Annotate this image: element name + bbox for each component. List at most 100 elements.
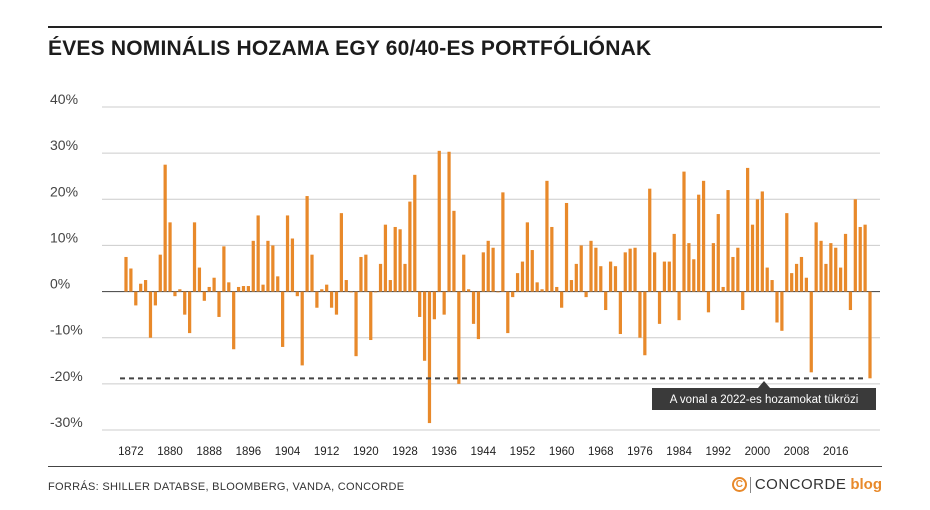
bar — [339, 213, 343, 292]
bar — [515, 273, 520, 292]
brand-suffix: blog — [850, 476, 882, 493]
bar — [770, 280, 774, 292]
bar — [300, 291, 304, 366]
bar — [677, 291, 681, 321]
annotation-pointer — [758, 381, 770, 388]
bar — [868, 291, 872, 379]
bar — [305, 196, 309, 292]
bar — [530, 250, 534, 292]
bar — [197, 267, 202, 292]
bar — [829, 243, 833, 292]
bar — [290, 238, 295, 292]
bar — [447, 151, 451, 292]
top-rule — [48, 26, 882, 28]
y-tick-label: 30% — [50, 137, 78, 153]
y-tick-label: 20% — [50, 183, 78, 199]
bar — [618, 291, 622, 335]
bar — [785, 213, 789, 292]
bar — [481, 252, 485, 292]
bar — [799, 256, 804, 292]
bar — [560, 291, 564, 308]
bar — [173, 291, 177, 297]
x-tick-label: 1968 — [588, 446, 614, 458]
bar — [202, 291, 206, 301]
bar — [746, 167, 750, 292]
y-tick-label: -10% — [50, 322, 83, 338]
bar — [804, 277, 808, 292]
bar — [682, 171, 686, 292]
x-tick-label: 1928 — [392, 446, 418, 458]
bar — [834, 247, 838, 292]
bar — [369, 291, 373, 341]
y-tick-label: 0% — [50, 276, 70, 292]
bar — [545, 180, 549, 292]
y-tick-label: 10% — [50, 229, 78, 245]
bar — [765, 267, 769, 292]
bar — [393, 226, 397, 292]
bar — [564, 202, 569, 292]
bar — [506, 291, 510, 334]
bar — [241, 286, 246, 292]
bar — [814, 222, 818, 292]
x-tick-label: 2008 — [784, 446, 810, 458]
bar — [511, 291, 515, 298]
bar — [124, 256, 128, 292]
bar — [574, 263, 578, 292]
x-tick-label: 1992 — [705, 446, 731, 458]
bar — [462, 254, 466, 292]
bar — [349, 291, 353, 293]
bar — [432, 291, 436, 320]
bar — [809, 291, 813, 373]
bar — [569, 280, 574, 292]
bar — [418, 291, 422, 317]
bar — [222, 246, 226, 292]
bar — [251, 240, 255, 292]
bar — [599, 266, 603, 292]
bar — [657, 291, 662, 324]
bar — [295, 291, 299, 297]
bottom-rule — [48, 466, 882, 467]
bar — [192, 222, 197, 292]
bar — [843, 233, 848, 292]
bar — [721, 286, 725, 292]
x-tick-label: 1984 — [666, 446, 692, 458]
bar — [863, 224, 867, 292]
bar — [227, 282, 231, 292]
brand-name: CONCORDE — [754, 476, 847, 493]
bar — [496, 291, 500, 293]
x-tick-label: 1920 — [353, 446, 379, 458]
bar — [853, 199, 857, 292]
x-tick-label: 2016 — [823, 446, 849, 458]
bar — [706, 291, 711, 313]
bar — [359, 256, 363, 292]
bar — [491, 247, 495, 292]
bar — [310, 254, 314, 292]
annotation-box — [652, 388, 876, 410]
bar — [129, 268, 133, 292]
bar — [398, 229, 402, 292]
bar — [594, 247, 598, 292]
bar — [139, 283, 143, 292]
bar — [662, 261, 667, 292]
bar — [839, 267, 843, 292]
bar — [775, 291, 779, 323]
bar — [178, 289, 182, 292]
bar — [383, 224, 388, 292]
chart-area: -30% -20% -10% 0% 10% 20% 30% 40% 1872 1880 1888 18… — [50, 91, 880, 458]
x-tick-label: 1880 — [157, 446, 183, 458]
bar — [790, 273, 794, 292]
bar — [535, 282, 539, 292]
chart-title: ÉVES NOMINÁLIS HOZAMA EGY 60/40-ES PORTF… — [48, 37, 652, 60]
bar — [731, 256, 735, 292]
bar — [692, 259, 696, 292]
x-tick-label: 1888 — [196, 446, 222, 458]
bar — [388, 280, 392, 292]
bar — [633, 247, 637, 292]
bar — [285, 215, 290, 292]
bar — [653, 252, 657, 292]
bar — [374, 291, 378, 293]
annotation-text: A vonal a 2022-es hozamokat tükrözi — [670, 394, 859, 406]
y-tick-label: -20% — [50, 368, 83, 384]
x-tick-label: 1872 — [118, 446, 144, 458]
bar — [442, 291, 446, 315]
